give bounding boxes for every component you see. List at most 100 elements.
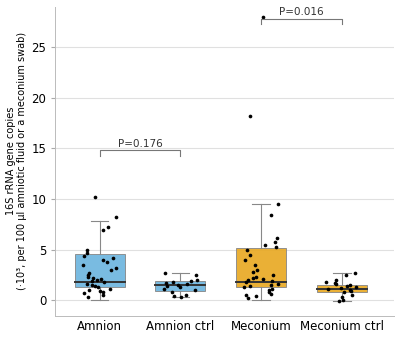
Point — [161, 286, 167, 292]
Point — [265, 287, 272, 293]
Point — [100, 257, 106, 263]
Point — [80, 291, 87, 296]
Point — [352, 284, 359, 290]
Point — [170, 294, 177, 299]
Point — [192, 287, 198, 293]
Point — [253, 274, 259, 280]
Point — [338, 285, 344, 291]
Point — [325, 286, 332, 292]
Point — [250, 269, 256, 275]
Point — [323, 279, 330, 285]
Point — [94, 277, 100, 283]
Point — [332, 280, 338, 286]
Point — [243, 293, 249, 298]
Bar — [75, 254, 125, 287]
Point — [352, 270, 358, 276]
Point — [266, 290, 272, 295]
Point — [275, 281, 282, 287]
Point — [346, 287, 353, 293]
Point — [184, 281, 190, 287]
Bar — [236, 248, 286, 287]
Point — [340, 298, 346, 303]
Point — [178, 295, 184, 300]
Point — [175, 282, 182, 288]
Point — [89, 278, 96, 284]
Point — [97, 276, 104, 282]
Point — [100, 228, 106, 233]
Point — [268, 213, 274, 218]
Point — [183, 293, 189, 298]
Point — [163, 280, 169, 286]
Point — [243, 247, 250, 253]
Point — [260, 14, 266, 19]
Point — [268, 292, 274, 297]
Text: P=0.176: P=0.176 — [118, 139, 162, 149]
Point — [344, 283, 350, 289]
Point — [242, 257, 248, 263]
Point — [244, 296, 251, 301]
Point — [90, 275, 96, 281]
Point — [247, 252, 254, 258]
Point — [112, 215, 119, 220]
Point — [84, 250, 91, 256]
Point — [336, 299, 342, 304]
Point — [97, 288, 103, 294]
Point — [268, 282, 274, 288]
Point — [269, 286, 276, 292]
Point — [92, 194, 98, 200]
Point — [275, 201, 281, 207]
Point — [347, 282, 353, 288]
Bar — [155, 281, 206, 291]
Point — [169, 290, 175, 295]
Point — [252, 262, 258, 267]
Point — [104, 259, 110, 265]
Point — [343, 272, 350, 278]
Point — [105, 225, 111, 230]
Point — [333, 277, 339, 283]
Point — [272, 239, 278, 244]
Text: P=0.016: P=0.016 — [279, 7, 324, 17]
Point — [177, 284, 184, 290]
Y-axis label: 16S rRNA gene copies
(·10³, per 100 μl amniotic fluid or a meconium swab): 16S rRNA gene copies (·10³, per 100 μl a… — [6, 32, 27, 290]
Point — [338, 295, 345, 300]
Point — [84, 281, 90, 287]
Point — [254, 267, 260, 273]
Point — [85, 272, 92, 278]
Point — [245, 277, 252, 283]
Point — [81, 253, 87, 259]
Point — [85, 295, 91, 300]
Point — [341, 290, 347, 295]
Point — [247, 283, 254, 289]
Point — [273, 244, 279, 250]
Point — [113, 265, 120, 271]
Point — [100, 279, 107, 285]
Point — [110, 255, 116, 261]
Point — [80, 262, 86, 267]
Bar — [317, 285, 367, 292]
Point — [164, 283, 170, 289]
Point — [162, 270, 168, 276]
Point — [262, 242, 268, 247]
Point — [85, 274, 92, 280]
Point — [89, 282, 96, 288]
Point — [188, 278, 194, 284]
Point — [193, 272, 200, 278]
Point — [84, 247, 91, 253]
Point — [243, 279, 249, 285]
Point — [348, 293, 355, 298]
Point — [269, 278, 275, 284]
Point — [240, 284, 247, 290]
Point — [95, 284, 101, 290]
Point — [100, 293, 107, 298]
Point — [260, 276, 266, 282]
Point — [92, 283, 98, 289]
Point — [274, 235, 280, 240]
Point — [100, 290, 106, 295]
Point — [108, 267, 115, 273]
Point — [170, 279, 177, 285]
Point — [250, 275, 256, 281]
Point — [247, 113, 253, 119]
Point — [270, 272, 276, 278]
Point — [106, 286, 113, 292]
Point — [194, 277, 200, 283]
